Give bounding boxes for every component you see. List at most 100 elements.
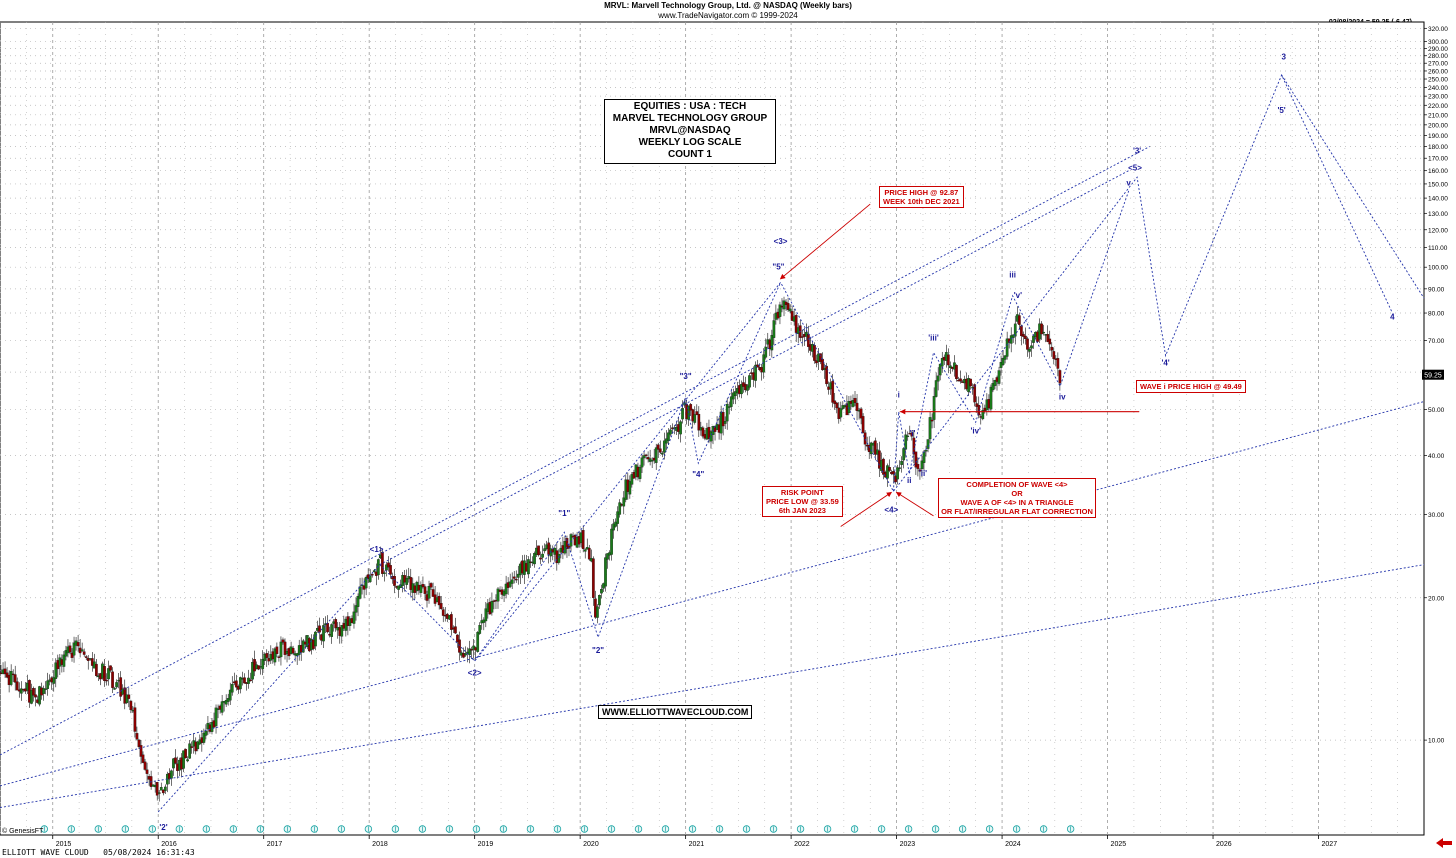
candle-up <box>991 383 995 391</box>
info-line-ticker: MRVL@NASDAQ <box>649 125 731 136</box>
candle-up <box>989 386 993 410</box>
wave-i-high-line: WAVE i PRICE HIGH @ 49.49 <box>1140 382 1242 391</box>
candle-down <box>334 619 338 629</box>
candle-down <box>437 595 441 606</box>
candle-down <box>105 679 108 682</box>
candle-down <box>155 782 159 796</box>
candle-up <box>508 581 512 587</box>
candle-up <box>997 370 1001 384</box>
candle-up <box>399 584 402 589</box>
wave-label: "1" <box>558 509 570 518</box>
wave-label: ii <box>907 476 911 485</box>
candle-down <box>863 432 867 445</box>
candle-down <box>249 679 252 682</box>
y-tick-label: 240.00 <box>1428 85 1448 92</box>
candle-down <box>1048 338 1052 345</box>
candle-up <box>352 611 356 624</box>
info-line-company: MARVEL TECHNOLOGY GROUP <box>612 113 768 124</box>
candle-down <box>174 757 177 764</box>
candle-up <box>541 553 544 558</box>
completion-arrow <box>895 491 934 517</box>
candle-up <box>484 608 488 622</box>
candle-up <box>113 688 116 690</box>
genesis-credit: © GenesisFT <box>2 828 44 835</box>
candle-down <box>835 402 839 409</box>
y-tick-label: 160.00 <box>1428 168 1448 175</box>
y-tick-label: 320.00 <box>1428 26 1448 33</box>
x-tick-label: 2019 <box>478 841 494 848</box>
candle-down <box>470 649 473 651</box>
candle-up <box>364 576 368 589</box>
candle-down <box>1026 338 1029 350</box>
candle-down <box>695 411 699 416</box>
channel-line <box>0 564 1425 809</box>
candle-up <box>898 467 901 469</box>
y-tick-label: 70.00 <box>1428 338 1445 345</box>
wave-label: "5" <box>772 262 784 271</box>
y-tick-label: 20.00 <box>1428 595 1445 602</box>
candle-down <box>133 707 137 732</box>
price-high-note: PRICE HIGH @ 92.87 WEEK 10th DEC 2021 <box>879 186 964 208</box>
candle-up <box>650 460 654 462</box>
candle-up <box>301 640 305 653</box>
wave-i-high-note: WAVE i PRICE HIGH @ 49.49 <box>1136 380 1246 393</box>
risk-point-line-3: 6th JAN 2023 <box>778 506 826 515</box>
wave-label: '4' <box>1161 358 1169 367</box>
candle-up <box>80 649 84 652</box>
candle-up <box>729 396 733 407</box>
candle-down <box>15 681 19 691</box>
candle-up <box>490 600 494 613</box>
completion-line-2: OR <box>1011 489 1023 498</box>
candle-down <box>76 642 80 647</box>
candle-up <box>778 304 782 317</box>
candle-up <box>385 564 388 571</box>
candle-up <box>170 770 173 779</box>
candle-down <box>1046 334 1050 342</box>
candle-down <box>275 646 279 655</box>
candle-down <box>381 551 384 574</box>
candle-down <box>82 651 86 655</box>
candle-up <box>1009 335 1013 344</box>
candle-down <box>786 303 790 310</box>
candle-down <box>387 562 390 568</box>
candle-up <box>709 431 713 442</box>
candle-up <box>372 570 376 573</box>
candle-down <box>283 641 287 655</box>
candle-up <box>669 429 672 435</box>
candle-up <box>356 596 360 607</box>
x-tick-label: 2023 <box>900 841 916 848</box>
candle-up <box>510 579 514 584</box>
candle-down <box>1022 333 1025 337</box>
scroll-left-arrow-icon[interactable] <box>1436 838 1452 848</box>
candle-down <box>800 336 804 338</box>
candle-up <box>679 421 682 435</box>
wave-label: "4" <box>692 470 704 479</box>
wave-label: <1> <box>370 545 384 554</box>
last-price-label: 59.25 <box>1424 373 1442 380</box>
wave-paths <box>157 73 1393 813</box>
y-tick-label: 200.00 <box>1428 122 1448 129</box>
candle-up <box>557 553 561 563</box>
candle-up <box>628 481 632 495</box>
wave-path-minor-count-2023-2024 <box>892 190 1130 492</box>
info-line-count: COUNT 1 <box>668 149 712 160</box>
candle-up <box>920 460 924 470</box>
candle-down <box>813 345 816 361</box>
candle-up <box>681 408 684 420</box>
candle-down <box>439 603 443 609</box>
candle-down <box>1040 323 1043 335</box>
wave-label: 4 <box>1390 313 1395 322</box>
candle-up <box>38 686 41 705</box>
candle-up <box>904 434 908 450</box>
candle-up <box>330 624 334 637</box>
candle-down <box>458 639 461 653</box>
candle-up <box>642 455 646 459</box>
candle-down <box>449 614 453 630</box>
candle-up <box>214 707 218 727</box>
wave-label: iii <box>1009 271 1016 280</box>
info-box: EQUITIES : USA : TECH MARVEL TECHNOLOGY … <box>604 99 776 164</box>
candle-down <box>421 584 425 588</box>
candle-up <box>427 585 431 599</box>
candle-down <box>1056 358 1060 369</box>
candle-up <box>224 700 228 705</box>
